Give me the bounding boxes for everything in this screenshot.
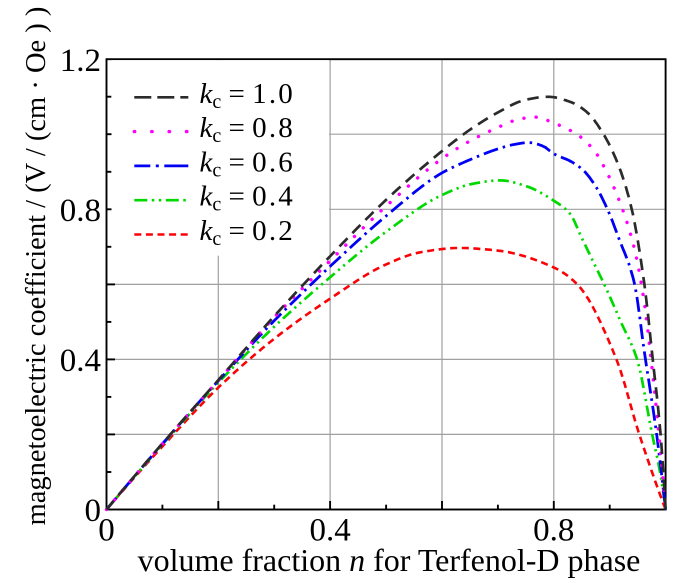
svg-text:0.8: 0.8 [533,513,574,549]
svg-text:0.4: 0.4 [309,513,350,549]
svg-text:kc = 0.4: kc = 0.4 [200,181,295,216]
svg-text:magnetoelectric coefficient /: magnetoelectric coefficient / (V / (cm ·… [21,7,52,526]
svg-text:0: 0 [85,493,102,529]
svg-text:0.8: 0.8 [60,193,101,229]
svg-text:0: 0 [98,513,115,549]
svg-text:1.2: 1.2 [60,43,101,79]
svg-text:0.4: 0.4 [60,343,101,379]
svg-text:kc = 0.6: kc = 0.6 [200,146,295,181]
svg-text:volume fraction n for Terfenol: volume fraction n for Terfenol-D phase [138,542,641,578]
svg-text:kc = 1.0: kc = 1.0 [200,78,295,113]
svg-text:kc = 0.8: kc = 0.8 [200,112,295,147]
svg-text:kc = 0.2: kc = 0.2 [200,215,295,250]
